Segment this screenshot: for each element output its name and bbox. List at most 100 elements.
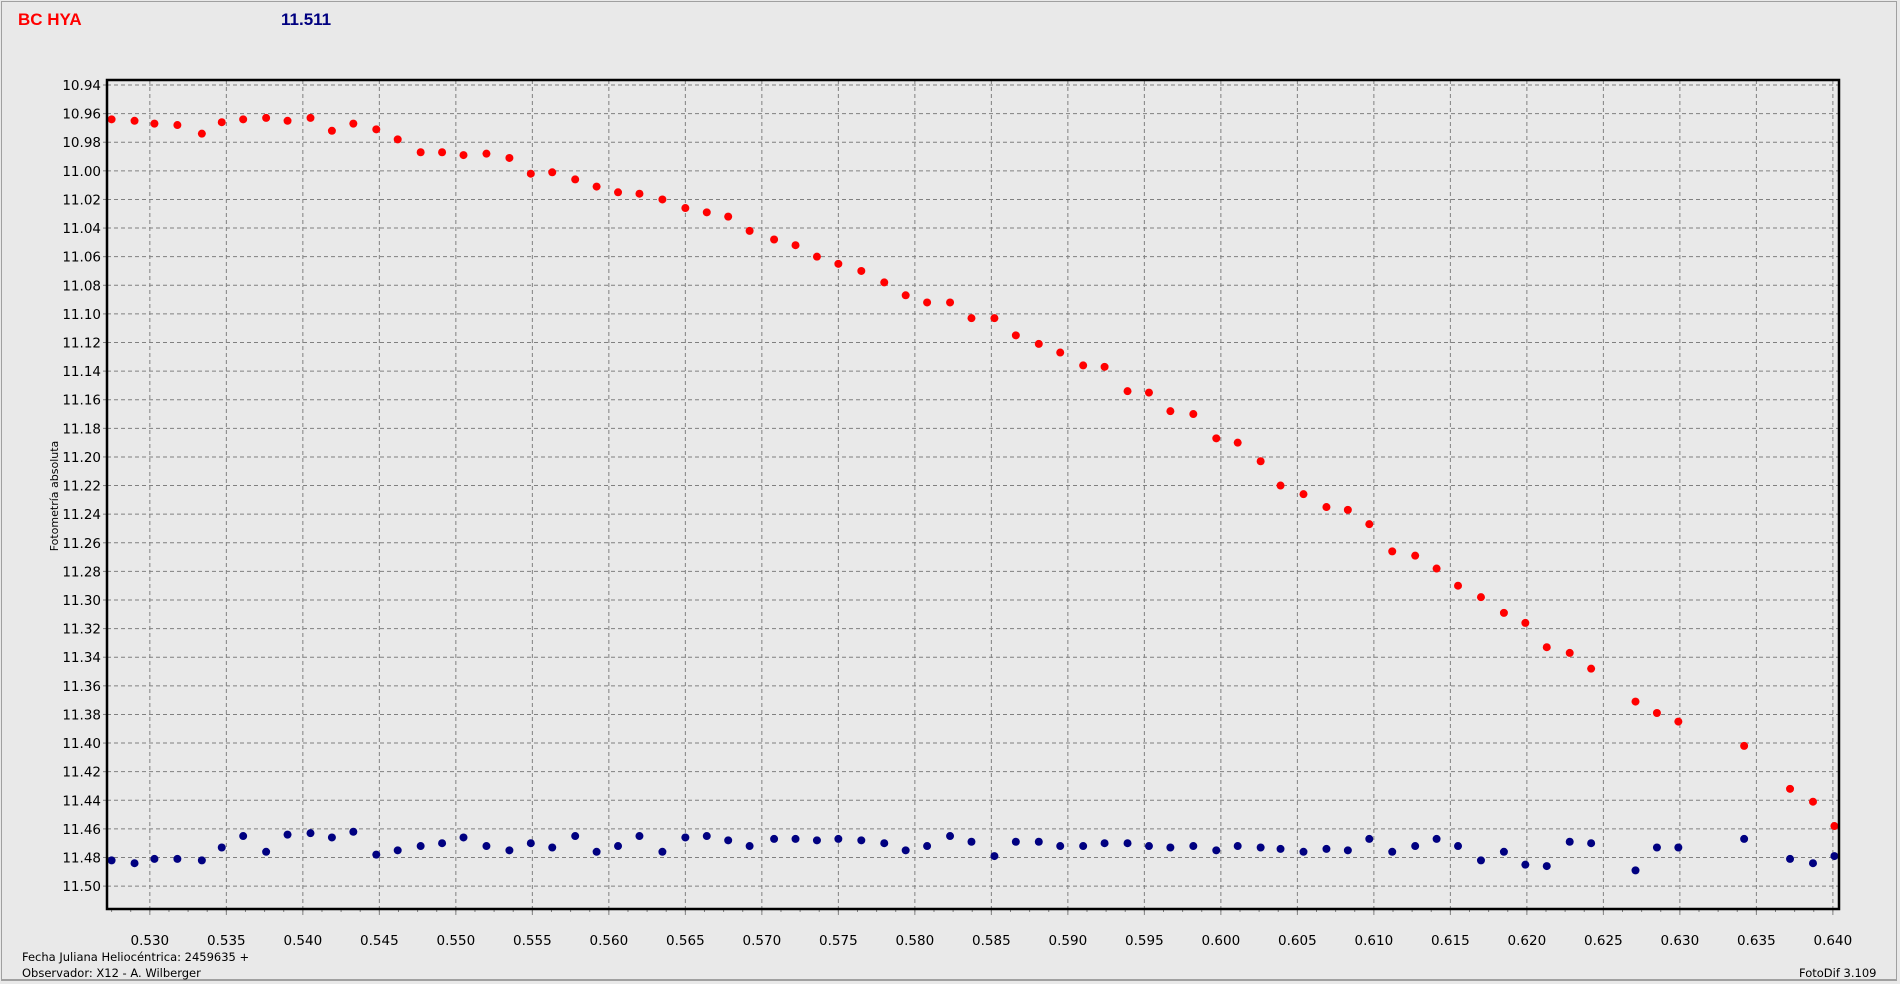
check-star-point <box>1166 843 1175 852</box>
check-star-point <box>1652 843 1661 852</box>
variable-star-point <box>327 126 336 135</box>
software-version: FotoDif 3.109 <box>1799 966 1877 980</box>
y-tick-label: 11.30 <box>62 593 101 609</box>
check-star-point <box>812 836 821 845</box>
variable-star-point <box>571 175 580 184</box>
variable-star-point <box>1587 664 1596 673</box>
check-star-point <box>372 850 381 859</box>
variable-star-point <box>834 259 843 268</box>
check-star-point <box>548 843 557 852</box>
variable-star-point <box>614 188 623 197</box>
check-star-point <box>1144 842 1153 851</box>
x-tick-label: 0.565 <box>666 933 705 949</box>
variable-star-point <box>1454 581 1463 590</box>
variable-star-point <box>1079 361 1088 370</box>
variable-star-point <box>1432 564 1441 573</box>
check-star-point <box>262 847 271 856</box>
variable-star-point <box>1830 822 1839 831</box>
check-star-point <box>1123 839 1132 848</box>
x-tick-label: 0.550 <box>437 933 476 949</box>
y-tick-label: 11.48 <box>62 851 101 867</box>
variable-star-point <box>1365 520 1374 529</box>
check-star-point <box>1011 837 1020 846</box>
y-tick-label: 11.38 <box>62 707 101 723</box>
x-tick-label: 0.600 <box>1202 933 1241 949</box>
check-star-point <box>1056 842 1065 851</box>
check-star-point <box>1365 834 1374 843</box>
check-star-point <box>438 839 447 848</box>
x-tick-label: 0.625 <box>1584 933 1623 949</box>
check-star-point <box>349 827 358 836</box>
variable-star-point <box>1499 608 1508 617</box>
variable-star-point <box>482 149 491 158</box>
variable-star-point <box>283 116 292 125</box>
check-star-point <box>526 839 535 848</box>
variable-star-point <box>1521 618 1530 627</box>
variable-star-point <box>1189 410 1198 419</box>
variable-star-point <box>393 135 402 144</box>
variable-star-point <box>812 252 821 261</box>
variable-star-point <box>1740 741 1749 750</box>
variable-star-point <box>459 151 468 160</box>
variable-star-point <box>1674 717 1683 726</box>
check-star-point <box>724 836 733 845</box>
variable-star-point <box>791 241 800 250</box>
variable-star-point <box>438 148 447 157</box>
axis-ticks: 0.530 0.535 0.540 0.545 0.550 0.555 0.560 0.565… <box>62 78 1852 949</box>
check-star-point <box>1256 843 1265 852</box>
check-star-point <box>857 836 866 845</box>
variable-star-point <box>416 148 425 157</box>
check-star-point <box>658 847 667 856</box>
check-star-point <box>967 837 976 846</box>
variable-star-point <box>173 121 182 130</box>
y-tick-label: 11.44 <box>62 793 101 809</box>
check-star-point <box>990 852 999 861</box>
x-tick-label: 0.560 <box>590 933 629 949</box>
variable-star-point <box>349 119 358 128</box>
x-tick-label: 0.635 <box>1737 933 1776 949</box>
y-tick-label: 10.98 <box>62 135 101 151</box>
variable-star-point <box>107 115 116 124</box>
variable-star-point <box>946 298 955 307</box>
y-tick-label: 11.06 <box>62 250 101 266</box>
variable-star-point <box>1343 505 1352 514</box>
variable-star-point <box>526 169 535 178</box>
y-tick-label: 11.42 <box>62 765 101 781</box>
check-star-point <box>1411 842 1420 851</box>
y-tick-label: 11.34 <box>62 650 101 666</box>
x-tick-label: 0.630 <box>1661 933 1700 949</box>
magnitude-value: 11.511 <box>281 10 332 29</box>
x-tick-label: 0.535 <box>207 933 246 949</box>
check-star-point <box>107 856 116 865</box>
variable-star-point <box>262 113 271 122</box>
variable-star-point <box>1276 481 1285 490</box>
check-star-point <box>1432 834 1441 843</box>
variable-star-point <box>150 119 159 128</box>
y-tick-label: 11.50 <box>62 879 101 895</box>
check-star-point <box>1565 837 1574 846</box>
variable-star-point <box>967 314 976 323</box>
y-tick-label: 11.28 <box>62 564 101 580</box>
check-star-point <box>745 842 754 851</box>
check-star-point <box>1100 839 1109 848</box>
y-tick-label: 11.14 <box>62 364 101 380</box>
variable-star-point <box>1786 784 1795 793</box>
check-star-point <box>150 854 159 863</box>
check-star-point <box>239 832 248 841</box>
data-points <box>107 113 1839 875</box>
y-axis-label: Fotometría absoluta <box>48 441 61 552</box>
check-star-point <box>702 832 711 841</box>
variable-star-point <box>857 266 866 275</box>
x-tick-label: 0.590 <box>1049 933 1088 949</box>
check-star-point <box>901 846 910 855</box>
y-tick-label: 11.02 <box>62 192 101 208</box>
variable-star-point <box>1565 648 1574 657</box>
check-star-point <box>217 843 226 852</box>
check-star-point <box>1808 859 1817 868</box>
variable-star-point <box>1631 697 1640 706</box>
variable-star-point <box>901 291 910 300</box>
check-star-point <box>1034 837 1043 846</box>
variable-star-point <box>1100 362 1109 371</box>
